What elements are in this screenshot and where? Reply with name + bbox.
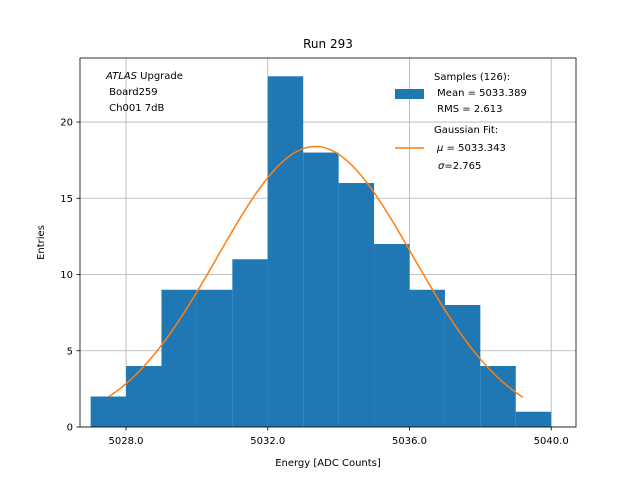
histogram-bar-10 (444, 305, 481, 427)
legend-samples-line-1: Samples (126): (434, 72, 510, 83)
histogram-bars (90, 76, 552, 428)
legend-mu-symbol: μ (436, 143, 443, 154)
legend-samples-swatch (395, 89, 424, 99)
annotation-line-3: Ch001 7dB (106, 103, 164, 114)
chart-title: Run 293 (303, 37, 353, 51)
histogram-bar-9 (409, 289, 445, 427)
annotation-upgrade: Upgrade (137, 71, 183, 82)
gaussian-fit (107, 145, 524, 398)
y-tick-label-3: 15 (60, 194, 73, 205)
y-axis-ticks: 0 5 10 15 20 (60, 118, 80, 434)
x-tick-label-1: 5032.0 (250, 436, 285, 447)
legend-fit-line-3: σ=2.765 (438, 161, 481, 172)
legend-sigma-value: =2.765 (444, 161, 481, 172)
histogram-bar-4 (232, 259, 268, 427)
legend-fit-line-1: Gaussian Fit: (434, 125, 498, 136)
histogram-bar-3 (196, 289, 233, 427)
x-axis-label: Energy [ADC Counts] (275, 458, 381, 469)
y-axis-label: Entries (36, 225, 47, 260)
legend-sigma-symbol: σ (438, 161, 445, 172)
histogram-bar-7 (338, 183, 375, 427)
gaussian-fit-curve (107, 145, 524, 398)
histogram-bar-12 (515, 411, 552, 427)
x-tick-label-3: 5040.0 (534, 436, 569, 447)
annotation-line-1: ATLAS Upgrade (105, 71, 183, 82)
histogram-bar-1 (126, 366, 162, 427)
histogram-bar-0 (90, 396, 127, 427)
histogram-bar-5 (267, 76, 304, 428)
annotation-atlas: ATLAS (105, 71, 138, 82)
legend-mu-value: = 5033.343 (443, 143, 505, 154)
legend-samples-line-2: Mean = 5033.389 (434, 88, 527, 99)
x-tick-label-2: 5036.0 (392, 436, 427, 447)
x-tick-label-0: 5028.0 (109, 436, 144, 447)
y-tick-label-1: 5 (67, 346, 73, 357)
legend: Samples (126): Mean = 5033.389 RMS = 2.6… (395, 72, 527, 172)
legend-samples-line-3: RMS = 2.613 (434, 104, 502, 115)
histogram-bar-11 (480, 366, 516, 427)
legend-fit-line-2: μ = 5033.343 (436, 143, 506, 154)
histogram-bar-2 (161, 289, 197, 427)
histogram-bar-8 (374, 244, 410, 427)
run-annotation: ATLAS Upgrade Board259 Ch001 7dB (105, 71, 183, 114)
annotation-line-2: Board259 (106, 87, 158, 98)
y-tick-label-0: 0 (67, 423, 73, 434)
x-axis-ticks: 5028.0 5032.0 5036.0 5040.0 (109, 427, 569, 447)
histogram-bar-6 (303, 152, 339, 428)
y-tick-label-4: 20 (60, 118, 73, 129)
y-tick-label-2: 10 (60, 270, 73, 281)
plot-frame (79, 57, 577, 428)
